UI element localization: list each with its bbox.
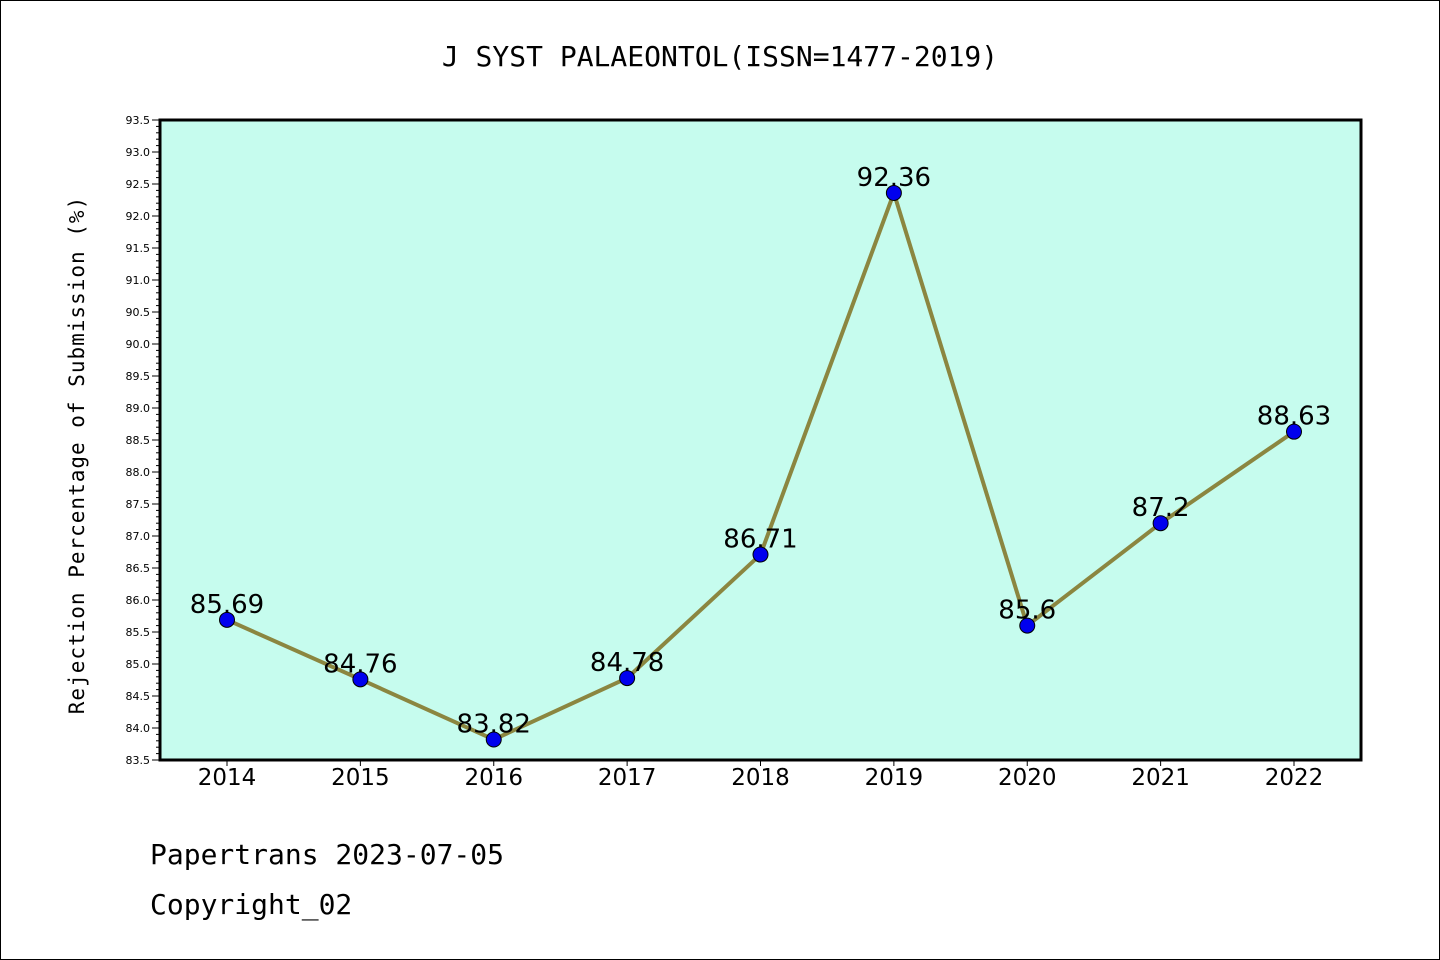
footer-copyright: Copyright_02 bbox=[150, 888, 352, 922]
y-tick-label: 86.0 bbox=[126, 594, 151, 607]
data-label-2018: 86.71 bbox=[723, 525, 797, 555]
y-tick-label: 90.0 bbox=[126, 338, 151, 351]
y-tick-label: 83.5 bbox=[126, 754, 151, 767]
y-tick-label: 91.0 bbox=[126, 274, 151, 287]
y-tick-label: 87.5 bbox=[126, 498, 151, 511]
data-label-2020: 85.6 bbox=[998, 596, 1056, 626]
data-point-2022 bbox=[1286, 423, 1302, 440]
plot-area bbox=[160, 120, 1361, 760]
data-point-2016 bbox=[485, 731, 502, 748]
data-label-2016: 83.82 bbox=[457, 710, 531, 740]
y-tick-label: 92.0 bbox=[126, 210, 151, 223]
x-axis: 2014 2015 2016 2017 2018 2019 2020 2021 2022 bbox=[198, 760, 1324, 791]
series-markers bbox=[219, 184, 1302, 748]
data-label-2021: 87.2 bbox=[1132, 493, 1190, 523]
plot-border bbox=[158, 118, 1363, 762]
y-tick-label: 84.5 bbox=[126, 690, 151, 703]
y-tick-label: 89.0 bbox=[126, 402, 151, 415]
x-tick-label: 2014 bbox=[198, 765, 257, 791]
data-point-2015 bbox=[352, 671, 369, 688]
x-tick-label: 2017 bbox=[598, 765, 657, 791]
data-label-2015: 84.76 bbox=[323, 649, 397, 679]
x-tick-label: 2021 bbox=[1131, 765, 1190, 791]
y-axis: 83.5 84.0 84.5 85.0 85.5 86.0 86.5 87.0 87.5 88.0… bbox=[126, 114, 160, 767]
y-tick-label: 93.5 bbox=[126, 114, 151, 127]
y-tick-label: 89.5 bbox=[126, 370, 151, 383]
y-tick-label: 90.5 bbox=[126, 306, 151, 319]
footer-date: Papertrans 2023-07-05 bbox=[150, 838, 504, 871]
x-tick-label: 2016 bbox=[464, 765, 523, 791]
x-tick-label: 2018 bbox=[731, 765, 790, 791]
y-tick-label: 88.0 bbox=[126, 466, 151, 479]
chart-title: J SYST PALAEONTOL(ISSN=1477-2019) bbox=[442, 40, 998, 73]
data-labels: 85.69 84.76 83.82 84.78 86.71 92.36 85.6 87.2 88… bbox=[190, 163, 1331, 740]
y-tick-label: 87.0 bbox=[126, 530, 151, 543]
y-tick-label: 84.0 bbox=[126, 722, 151, 735]
y-axis-label: Rejection Percentage of Submission (%) bbox=[65, 196, 89, 714]
data-label-2014: 85.69 bbox=[190, 590, 264, 620]
data-point-2020 bbox=[1019, 617, 1036, 634]
data-point-2021 bbox=[1152, 515, 1169, 532]
x-tick-label: 2020 bbox=[998, 765, 1057, 791]
data-label-2017: 84.78 bbox=[590, 648, 664, 678]
y-tick-label: 85.5 bbox=[126, 626, 151, 639]
data-label-2019: 92.36 bbox=[857, 163, 931, 193]
y-tick-label: 86.5 bbox=[126, 562, 151, 575]
data-point-2019 bbox=[885, 184, 902, 201]
x-tick-label: 2015 bbox=[331, 765, 390, 791]
y-tick-label: 92.5 bbox=[126, 178, 151, 191]
data-point-2014 bbox=[219, 611, 235, 628]
y-tick-label: 88.5 bbox=[126, 434, 151, 447]
y-tick-label: 85.0 bbox=[126, 658, 151, 671]
x-tick-label: 2019 bbox=[865, 765, 924, 791]
data-label-2022: 88.63 bbox=[1257, 402, 1331, 432]
x-tick-label: 2022 bbox=[1265, 765, 1324, 791]
data-point-2018 bbox=[752, 546, 769, 563]
y-tick-label: 91.5 bbox=[126, 242, 151, 255]
data-point-2017 bbox=[619, 670, 636, 687]
y-tick-label: 93.0 bbox=[126, 146, 151, 159]
